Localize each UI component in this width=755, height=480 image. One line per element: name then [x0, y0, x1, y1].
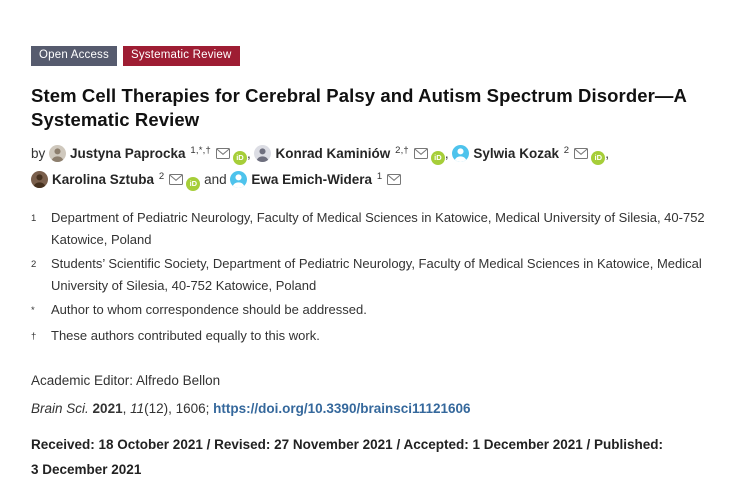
- author-affiliation-superscript: 2,†: [392, 144, 409, 156]
- author-entry: Karolina Sztuba 2 iD: [31, 170, 201, 191]
- email-icon[interactable]: [169, 169, 184, 193]
- author-name-link[interactable]: Justyna Paprocka: [70, 145, 186, 161]
- affiliation-item: 2 Students’ Scientific Society, Departmen…: [31, 253, 731, 297]
- email-icon[interactable]: [215, 143, 230, 167]
- affiliation-item: † These authors contributed equally to th…: [31, 325, 731, 349]
- orcid-icon[interactable]: iD: [232, 150, 247, 165]
- citation-issue-pages: (12), 1606;: [144, 400, 214, 416]
- affiliation-text: Department of Pediatric Neurology, Facul…: [51, 209, 705, 247]
- author-byline: by Justyna Paprocka 1,*,†iD, Konrad Kami…: [31, 142, 731, 194]
- author-name-link[interactable]: Konrad Kaminiów: [275, 145, 391, 161]
- author-affiliation-superscript: 1,*,†: [187, 144, 211, 156]
- author-entry: Justyna Paprocka 1,*,† iD: [49, 144, 247, 165]
- author-default-avatar-icon[interactable]: [230, 170, 248, 188]
- orcid-icon[interactable]: iD: [430, 150, 445, 165]
- orcid-icon[interactable]: iD: [186, 176, 201, 191]
- by-label: by: [31, 145, 50, 161]
- doi-link[interactable]: https://doi.org/10.3390/brainsci11121606: [213, 400, 471, 416]
- article-type-badge: Systematic Review: [122, 46, 240, 66]
- affiliation-marker: 1: [31, 212, 37, 224]
- citation-separator: ,: [122, 400, 131, 416]
- open-access-badge: Open Access: [31, 46, 117, 66]
- citation-year: 2021: [92, 400, 123, 416]
- author-name-link[interactable]: Ewa Emich-Widera: [251, 171, 373, 187]
- academic-editor-line: Academic Editor: Alfredo Bellon: [31, 372, 221, 388]
- affiliation-list: 1 Department of Pediatric Neurology, Facu…: [31, 207, 731, 349]
- email-icon[interactable]: [387, 169, 402, 193]
- author-photo-avatar[interactable]: [49, 144, 67, 162]
- author-affiliation-superscript: 2: [156, 170, 165, 182]
- email-icon[interactable]: [574, 143, 589, 167]
- author-default-avatar-icon[interactable]: [452, 144, 470, 162]
- publication-history: Received: 18 October 2021 / Revised: 27 …: [31, 436, 664, 477]
- and-label: and: [200, 171, 231, 187]
- affiliation-marker: *: [31, 304, 35, 316]
- affiliation-item: * Author to whom correspondence should be…: [31, 299, 731, 323]
- journal-name: Brain Sci.: [31, 400, 89, 416]
- citation-volume: 11: [130, 400, 145, 416]
- affiliation-text: These authors contributed equally to thi…: [51, 327, 320, 343]
- author-name-link[interactable]: Sylwia Kozak: [473, 145, 559, 161]
- author-photo-avatar[interactable]: [254, 144, 272, 162]
- citation-line: Brain Sci. 2021, 11(12), 1606; https://d…: [31, 399, 731, 419]
- author-entry: Konrad Kaminiów 2,† iD: [254, 144, 445, 165]
- author-affiliation-superscript: 1: [374, 170, 383, 182]
- author-entry: Ewa Emich-Widera 1: [230, 170, 402, 188]
- author-entry: Sylwia Kozak 2 iD: [452, 144, 606, 165]
- affiliation-item: 1 Department of Pediatric Neurology, Facu…: [31, 207, 731, 251]
- author-affiliation-superscript: 2: [560, 144, 570, 156]
- author-photo-avatar[interactable]: [31, 170, 48, 188]
- badge-row: Open Access Systematic Review: [31, 46, 731, 66]
- affiliation-marker: 2: [31, 258, 37, 270]
- email-icon[interactable]: [413, 143, 428, 167]
- article-title: Stem Cell Therapies for Cerebral Palsy a…: [31, 84, 687, 130]
- orcid-icon[interactable]: iD: [591, 150, 606, 165]
- author-name-link[interactable]: Karolina Sztuba: [52, 171, 155, 187]
- affiliation-text: Author to whom correspondence should be …: [51, 301, 367, 317]
- affiliation-marker: †: [31, 330, 37, 342]
- affiliation-text: Students’ Scientific Society, Department…: [51, 255, 702, 293]
